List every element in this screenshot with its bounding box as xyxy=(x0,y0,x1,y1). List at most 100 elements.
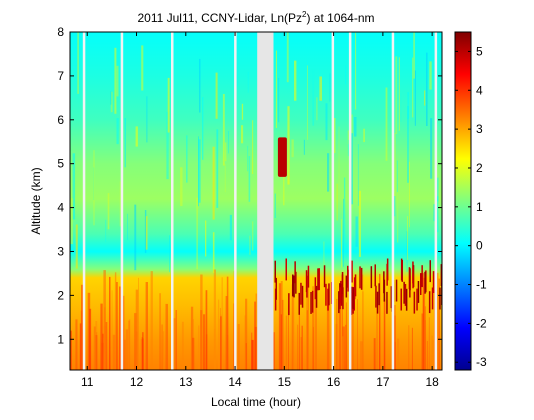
heatmap-streak xyxy=(247,71,249,93)
heatmap-streak xyxy=(80,328,83,370)
x-axis-ticks: 11 12 13 14 15 16 17 18 xyxy=(81,32,439,389)
pbl-spike xyxy=(378,283,380,306)
heatmap-streak xyxy=(150,271,153,370)
colorbar-tick-label: -2 xyxy=(476,316,487,330)
heatmap-streak xyxy=(341,219,343,268)
heatmap-streak xyxy=(323,241,325,271)
pbl-spike xyxy=(404,284,407,306)
heatmap-streak xyxy=(424,90,426,106)
heatmap-streak xyxy=(241,125,244,144)
heatmap-streak xyxy=(426,52,428,126)
heatmap-streak xyxy=(397,338,399,370)
pbl-spike xyxy=(408,267,411,290)
heatmap-streak xyxy=(252,221,254,251)
heatmap-streak xyxy=(357,299,358,370)
heatmap-streak xyxy=(327,153,330,192)
heatmap-streak xyxy=(338,126,340,196)
dropout-line xyxy=(331,32,335,370)
heatmap-streak xyxy=(127,213,128,241)
heatmap-streak xyxy=(107,193,110,230)
heatmap-streak xyxy=(411,327,413,370)
pbl-spike xyxy=(310,292,312,314)
pbl-spike xyxy=(374,264,376,287)
x-tick-label: 13 xyxy=(179,375,193,389)
heatmap-streak xyxy=(245,298,248,370)
heatmap-streak xyxy=(105,219,107,242)
pbl-spike xyxy=(340,283,343,306)
pbl-spike xyxy=(386,291,388,314)
x-tick-label: 18 xyxy=(425,375,439,389)
pbl-spike xyxy=(318,268,320,291)
plot-area xyxy=(70,32,442,370)
pbl-spike xyxy=(400,288,402,311)
heatmap-streak xyxy=(307,65,308,140)
heatmap-streak xyxy=(225,296,228,370)
colorbar-tick-label: 3 xyxy=(476,122,483,136)
heatmap-streak xyxy=(96,332,98,370)
heatmap-streak xyxy=(75,319,78,370)
heatmap-streak xyxy=(227,335,229,370)
pbl-spike xyxy=(350,293,353,315)
heatmap-streak xyxy=(335,324,338,370)
heatmap-streak xyxy=(400,93,402,122)
heatmap-streak xyxy=(215,72,218,119)
heatmap-streak xyxy=(362,274,364,370)
heatmap-streak xyxy=(213,269,216,370)
heatmap-streak xyxy=(343,177,346,248)
pbl-spike xyxy=(431,287,434,310)
pbl-spike xyxy=(341,272,344,294)
pbl-spike xyxy=(275,277,277,300)
y-tick-label: 5 xyxy=(57,157,64,171)
heatmap-streak xyxy=(235,53,239,87)
y-tick-label: 6 xyxy=(57,113,64,127)
pbl-spike xyxy=(288,293,290,316)
heatmap-streak xyxy=(278,77,280,123)
heatmap-streak xyxy=(144,210,147,253)
heatmap-streak xyxy=(134,204,137,271)
heatmap-streak xyxy=(286,32,289,83)
heatmap-streak xyxy=(199,58,201,113)
heatmap-streak xyxy=(343,198,344,267)
pbl-spike xyxy=(301,285,304,308)
pbl-spike xyxy=(285,258,287,281)
heatmap-streak xyxy=(287,106,290,185)
pbl-spike xyxy=(416,288,418,311)
y-tick-label: 2 xyxy=(57,288,64,302)
heatmap-streak xyxy=(138,277,139,370)
pbl-spike xyxy=(386,263,388,286)
pbl-spike xyxy=(293,275,295,298)
pbl-spike xyxy=(401,260,403,282)
heatmap-streak xyxy=(308,285,309,370)
pbl-spike xyxy=(412,266,414,289)
pbl-spike xyxy=(375,285,377,308)
heatmap-streak xyxy=(212,146,215,220)
heatmap-streak xyxy=(303,139,305,155)
heatmap-streak xyxy=(173,318,176,370)
heatmap-streak xyxy=(135,289,139,370)
heatmap-streak xyxy=(161,324,163,370)
heatmap-streak xyxy=(406,231,408,272)
heatmap-streak xyxy=(103,270,106,370)
pbl-spike xyxy=(359,266,361,289)
colorbar-tick-label: -3 xyxy=(476,355,487,369)
heatmap-streak xyxy=(110,91,112,105)
heatmap-streak xyxy=(355,32,357,110)
pbl-spike xyxy=(342,287,344,310)
heatmap-streak xyxy=(79,323,82,370)
heatmap-streak xyxy=(438,278,440,370)
pbl-spike xyxy=(432,271,435,293)
data-gaps xyxy=(257,32,274,370)
heatmap-streak xyxy=(430,118,433,179)
heatmap-streak xyxy=(134,313,137,370)
heatmap-streak xyxy=(128,320,130,370)
pbl-spike xyxy=(314,277,317,300)
heatmap-streak xyxy=(105,322,108,370)
colorbar-tick-label: -1 xyxy=(476,278,487,292)
heatmap-streak xyxy=(198,325,200,370)
heatmap-streak xyxy=(431,340,435,370)
heatmap-streak xyxy=(248,156,251,202)
heatmap-streak xyxy=(122,295,125,370)
heatmap-streak xyxy=(395,56,398,134)
dropout-line xyxy=(120,32,124,370)
heatmap-streak xyxy=(333,118,336,154)
